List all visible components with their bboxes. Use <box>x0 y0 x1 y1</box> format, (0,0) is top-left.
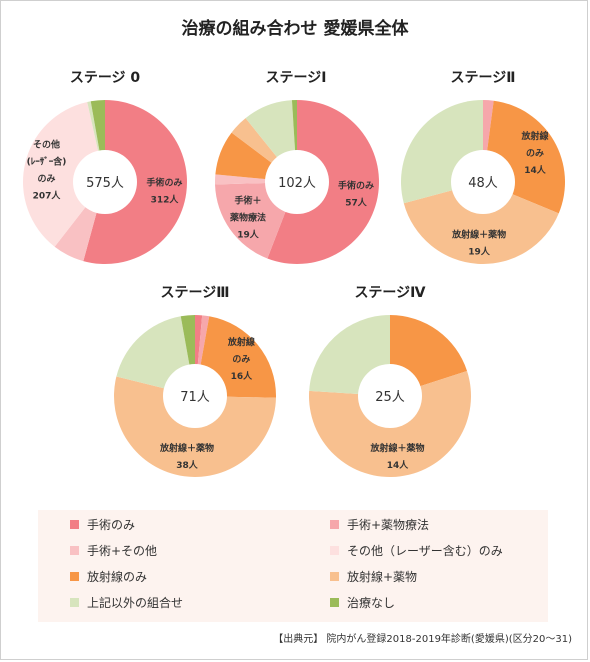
legend-swatch <box>330 546 339 555</box>
slice-data-label: 手術のみ 57人 <box>338 180 374 209</box>
donut-hole <box>451 150 515 214</box>
legend-swatch <box>330 598 339 607</box>
legend-label: 放射線のみ <box>87 570 148 584</box>
legend-swatch <box>70 520 79 529</box>
slice-data-label: 放射線＋薬物 14人 <box>370 442 425 471</box>
slice-data-label: 放射線のみ 16人 <box>227 336 255 382</box>
slice-data-label: 手術＋薬物療法 19人 <box>230 195 266 241</box>
chart-title-stage2: ステージⅡ <box>450 70 516 86</box>
donut-hole <box>358 364 422 428</box>
legend-item: 放射線のみ <box>70 568 147 585</box>
legend-label: 上記以外の組合せ <box>87 596 184 610</box>
donut-hole <box>73 150 137 214</box>
center-total-label: 102人 <box>278 176 316 191</box>
legend-swatch <box>330 520 339 529</box>
pie-slice <box>403 182 559 264</box>
page-title: 治療の組み合わせ 愛媛県全体 <box>181 19 409 39</box>
legend-label: その他（レーザー含む）のみ <box>347 544 503 558</box>
legend-label: 治療なし <box>347 596 396 610</box>
legend-swatch <box>70 572 79 581</box>
pie-slice <box>23 101 105 247</box>
center-total-label: 71人 <box>180 390 210 405</box>
legend-item: 治療なし <box>330 594 395 611</box>
legend-item: 放射線+薬物 <box>330 568 417 585</box>
legend-item: その他（レーザー含む）のみ <box>330 542 503 559</box>
legend-swatch <box>330 572 339 581</box>
slice-data-label: 放射線のみ 14人 <box>520 130 548 176</box>
legend-label: 手術+薬物療法 <box>347 518 430 532</box>
legend-item: 手術のみ <box>70 516 135 533</box>
donut-chart-stage0: 575人 手術のみ 312人 その他(ﾚｰｻﾞｰ含)のみ 207人 <box>23 100 188 264</box>
chart-title-stage3: ステージⅢ <box>160 285 230 301</box>
center-total-label: 48人 <box>468 176 498 191</box>
slice-data-label: その他(ﾚｰｻﾞｰ含)のみ 207人 <box>27 138 67 201</box>
legend-label: 放射線+薬物 <box>347 570 418 584</box>
chart-title-stage1: ステージⅠ <box>265 70 327 86</box>
source-note: 【出典元】 院内がん登録2018-2019年診断(愛媛県)(区分20～31) <box>273 634 572 645</box>
donut-hole <box>265 150 329 214</box>
legend-label: 手術のみ <box>87 518 136 532</box>
legend-label: 手術+その他 <box>87 544 158 558</box>
legend-swatch <box>70 546 79 555</box>
slice-data-label: 手術のみ 312人 <box>146 177 182 206</box>
legend-swatch <box>70 598 79 607</box>
legend-item: 手術+その他 <box>70 542 157 559</box>
chart-title-stage0: ステージ 0 <box>69 70 141 86</box>
legend-item: 手術+薬物療法 <box>330 516 429 533</box>
slice-data-label: 放射線＋薬物 19人 <box>451 228 506 257</box>
chart-legend: 手術のみ 手術+薬物療法 手術+その他 その他（レーザー含む）のみ 放射線のみ … <box>38 510 548 622</box>
center-total-label: 25人 <box>375 390 405 405</box>
slice-data-label: 放射線＋薬物 38人 <box>159 442 214 471</box>
chart-title-stage4: ステージⅣ <box>354 285 426 301</box>
donut-hole <box>163 364 227 428</box>
center-total-label: 575人 <box>86 176 124 191</box>
legend-item: 上記以外の組合せ <box>70 594 183 611</box>
